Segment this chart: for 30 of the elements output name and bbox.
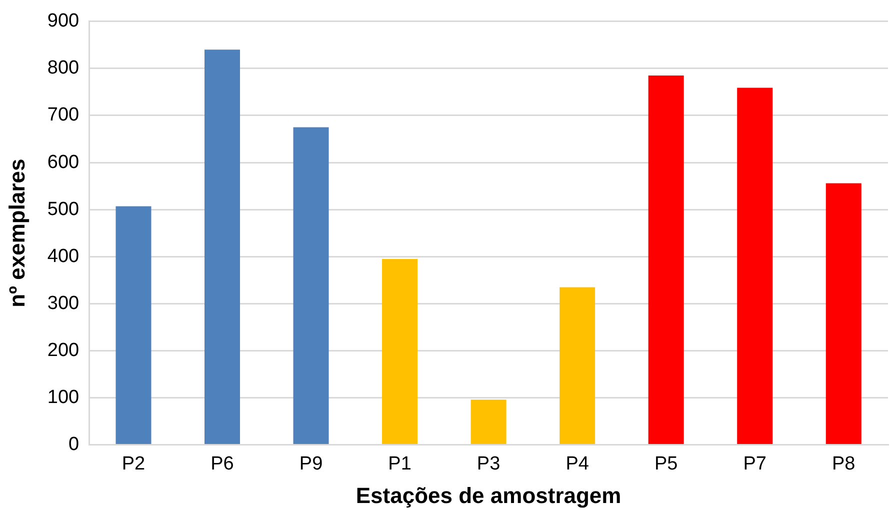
bar: [826, 183, 862, 444]
y-tick-label: 900: [47, 10, 80, 32]
bar: [293, 127, 329, 444]
x-tick-label: P9: [299, 453, 323, 474]
x-axis-title: Estações de amostragem: [356, 482, 622, 508]
y-tick-label: 700: [47, 104, 80, 126]
bar: [382, 258, 418, 444]
bar: [204, 50, 240, 444]
x-tick-label: P3: [476, 453, 500, 474]
bar: [560, 287, 596, 444]
y-tick-label: 0: [68, 434, 80, 456]
y-tick-label: 500: [47, 198, 80, 220]
bar: [648, 76, 684, 444]
x-tick-label: P7: [743, 453, 766, 474]
x-tick-label: P6: [210, 453, 234, 474]
y-tick-label: 300: [47, 292, 80, 314]
y-tick-label: 200: [47, 340, 80, 361]
y-tick-label: 100: [47, 386, 80, 408]
x-tick-label: P8: [832, 453, 856, 474]
x-tick-label: P4: [566, 453, 590, 474]
bar: [737, 88, 773, 444]
y-axis-title: nº exemplares: [4, 158, 30, 308]
bar: [470, 400, 506, 444]
y-tick-label: 400: [47, 246, 80, 267]
y-tick-label: 800: [47, 58, 80, 79]
x-tick-label: P5: [654, 453, 678, 474]
bar: [116, 206, 152, 444]
x-tick-label: P2: [122, 453, 146, 474]
y-tick-label: 600: [47, 152, 80, 173]
x-tick-label: P1: [388, 453, 412, 474]
